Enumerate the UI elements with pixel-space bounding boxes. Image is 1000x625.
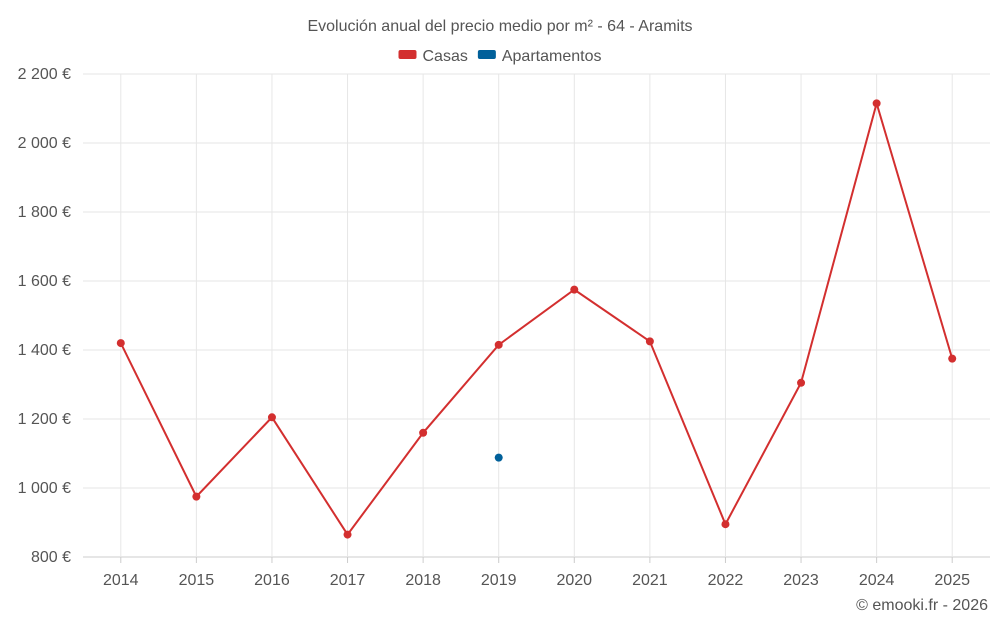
x-tick-label: 2018 <box>405 572 441 589</box>
data-point-casas[interactable] <box>797 378 806 387</box>
data-point-casas[interactable] <box>721 520 730 529</box>
x-tick-label: 2021 <box>632 572 668 589</box>
y-axis: 800 € 1 000 € 1 200 € 1 400 € 1 600 € 1 800 €… <box>18 66 71 566</box>
data-point-casas[interactable] <box>419 428 428 437</box>
y-tick-label: 1 800 € <box>18 204 71 221</box>
legend-swatch-apartamentos[interactable] <box>477 50 496 59</box>
x-tick-label: 2019 <box>481 572 517 589</box>
data-point-casas[interactable] <box>872 99 881 108</box>
y-tick-label: 1 400 € <box>18 342 71 359</box>
y-tick-label: 2 200 € <box>18 66 71 83</box>
data-point-casas[interactable] <box>494 340 503 349</box>
x-tick-label: 2016 <box>254 572 290 589</box>
x-tick-label: 2014 <box>103 572 139 589</box>
x-tick-label: 2022 <box>708 572 744 589</box>
y-tick-label: 1 600 € <box>18 273 71 290</box>
x-tick-label: 2017 <box>330 572 366 589</box>
data-point-casas[interactable] <box>343 530 352 539</box>
data-point-casas[interactable] <box>570 285 579 294</box>
data-point-casas[interactable] <box>116 339 125 348</box>
x-tick-label: 2023 <box>783 572 819 589</box>
x-tick-label: 2020 <box>556 572 592 589</box>
chart-title: Evolución anual del precio medio por m² … <box>307 18 692 35</box>
y-tick-label: 1 200 € <box>18 411 71 428</box>
data-point-casas[interactable] <box>192 492 201 501</box>
x-axis: 2014 2015 2016 2017 2018 2019 2020 2021 2022 2023… <box>103 557 970 589</box>
data-point-casas[interactable] <box>948 354 957 363</box>
y-tick-label: 1 000 € <box>18 480 71 497</box>
legend-label-casas[interactable]: Casas <box>423 48 468 65</box>
legend: Casas Apartamentos <box>398 48 602 65</box>
x-tick-label: 2024 <box>859 572 895 589</box>
x-tick-label: 2015 <box>179 572 215 589</box>
series-line-casas <box>119 99 954 537</box>
y-tick-label: 2 000 € <box>18 135 71 152</box>
legend-label-apartamentos[interactable]: Apartamentos <box>502 48 602 65</box>
grid <box>83 73 990 558</box>
data-point-casas[interactable] <box>645 337 654 346</box>
credit-text: © emooki.fr - 2026 <box>856 597 988 614</box>
y-tick-label: 800 € <box>31 549 71 566</box>
data-point-casas[interactable] <box>267 413 276 422</box>
x-tick-label: 2025 <box>934 572 970 589</box>
series-layer <box>116 99 957 539</box>
legend-swatch-casas[interactable] <box>398 50 417 59</box>
data-point-apartamentos[interactable] <box>494 453 503 462</box>
